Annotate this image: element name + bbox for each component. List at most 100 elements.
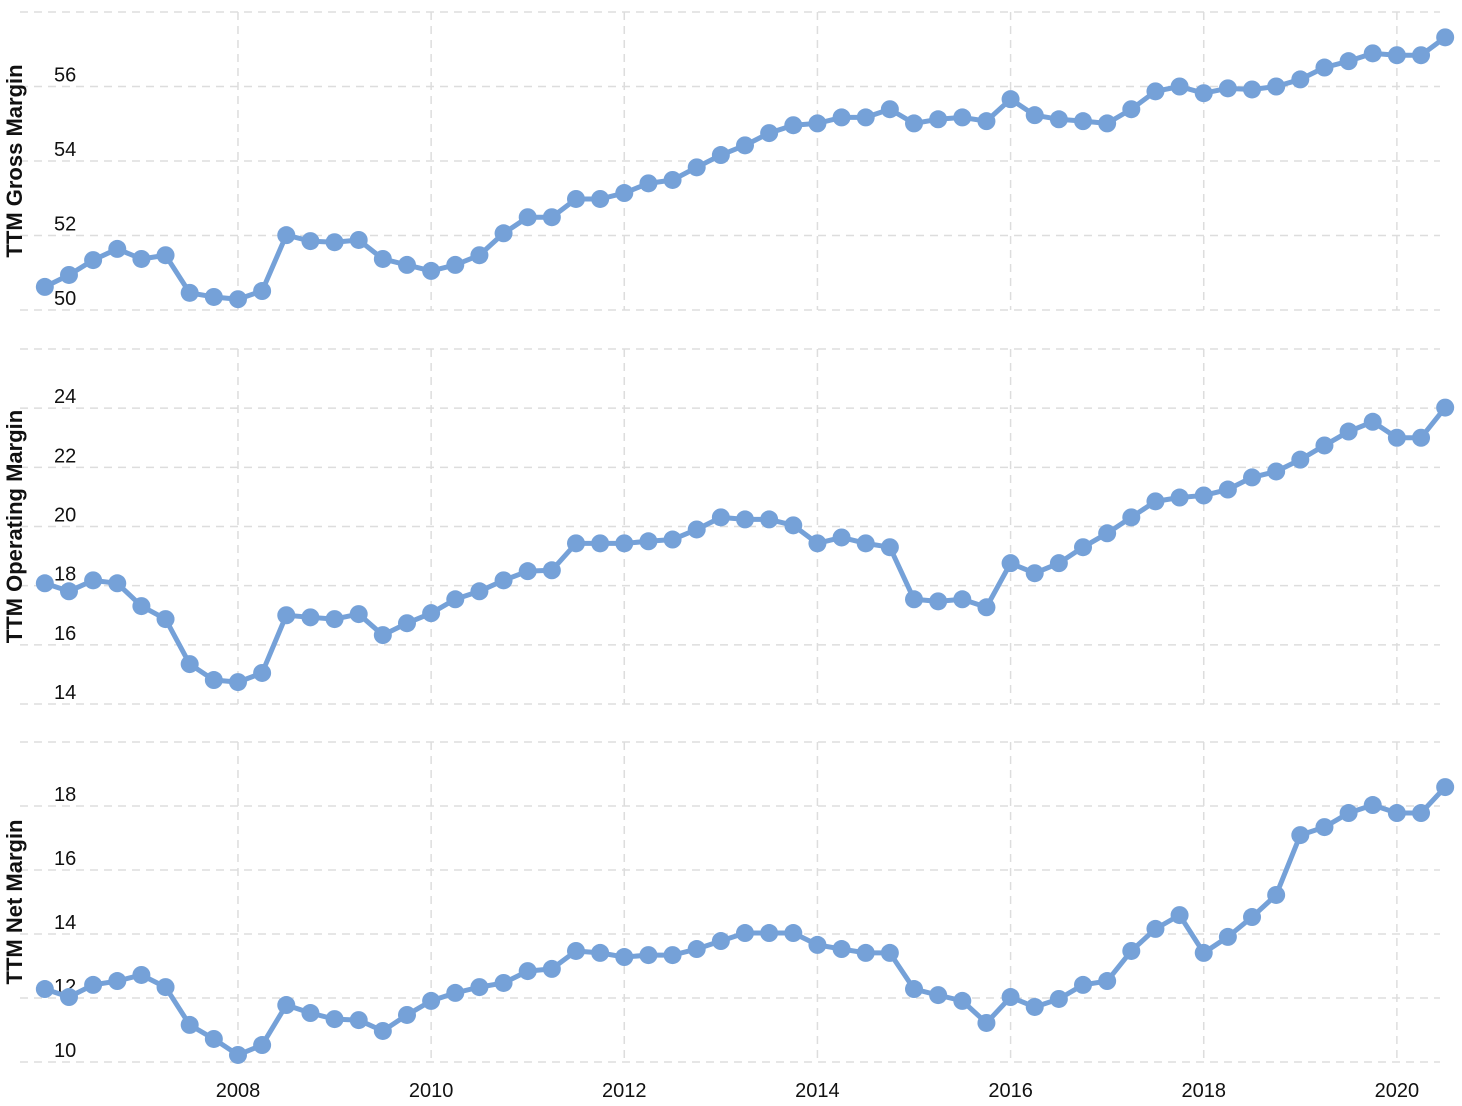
data-point: [1267, 77, 1286, 96]
data-point: [832, 108, 851, 127]
data-point: [132, 249, 151, 268]
data-point: [180, 1015, 199, 1034]
data-point: [446, 983, 465, 1002]
data-point: [1315, 818, 1334, 837]
data-point: [1218, 927, 1237, 946]
data-point: [1387, 46, 1406, 65]
data-point: [856, 534, 875, 553]
data-point: [301, 608, 320, 627]
data-point: [615, 184, 634, 203]
data-point: [1315, 58, 1334, 77]
data-point: [228, 673, 247, 692]
data-point: [615, 948, 634, 967]
data-point: [373, 626, 392, 645]
data-point: [663, 170, 682, 189]
data-point: [663, 530, 682, 549]
data-point: [711, 508, 730, 527]
y-tick-label: 16: [54, 848, 76, 870]
data-point: [591, 943, 610, 962]
data-point: [1267, 885, 1286, 904]
data-point: [687, 940, 706, 959]
data-point: [711, 932, 730, 951]
data-point: [1170, 906, 1189, 925]
data-point: [397, 255, 416, 274]
data-point: [905, 980, 924, 999]
y-tick-label: 54: [54, 139, 76, 161]
data-point: [1074, 538, 1093, 557]
data-point: [566, 941, 585, 960]
data-point: [518, 562, 537, 581]
data-point: [832, 528, 851, 547]
series-line: [43, 35, 1447, 302]
data-point: [1436, 778, 1455, 797]
data-point: [953, 108, 972, 127]
data-point: [35, 980, 54, 999]
data-point: [494, 224, 513, 243]
data-point: [760, 124, 779, 143]
data-point: [518, 208, 537, 227]
data-point: [204, 671, 223, 690]
data-point: [905, 590, 924, 609]
data-point: [84, 571, 103, 590]
data-point: [301, 232, 320, 251]
data-point: [84, 251, 103, 270]
data-point: [325, 1010, 344, 1029]
y-tick-label: 18: [54, 784, 76, 806]
data-point: [518, 962, 537, 981]
data-point: [880, 538, 899, 557]
x-tick-label: 2012: [602, 1080, 647, 1102]
series-line: [44, 406, 1448, 685]
data-point: [349, 230, 368, 249]
data-point: [228, 1045, 247, 1064]
data-point: [542, 208, 561, 227]
data-point: [277, 996, 296, 1015]
data-point: [253, 1036, 272, 1055]
data-point: [1412, 804, 1431, 823]
data-point: [253, 663, 272, 682]
y-axis-label: TTM Net Margin: [2, 820, 27, 985]
data-point: [832, 940, 851, 959]
x-tick-label: 2010: [409, 1080, 454, 1102]
data-point: [880, 943, 899, 962]
data-point: [784, 516, 803, 535]
y-tick-label: 56: [54, 65, 76, 87]
y-tick-label: 24: [54, 386, 76, 408]
data-point: [108, 574, 127, 593]
data-point: [422, 261, 441, 280]
data-point: [905, 114, 924, 133]
data-point: [1291, 826, 1310, 845]
data-point: [277, 226, 296, 245]
data-point: [1098, 972, 1117, 991]
data-point: [880, 100, 899, 119]
data-point: [1025, 106, 1044, 125]
data-point: [228, 290, 247, 309]
y-tick-label: 52: [54, 214, 76, 236]
data-point: [1218, 480, 1237, 499]
data-point: [1243, 80, 1262, 99]
data-point: [132, 965, 151, 984]
data-point: [1339, 804, 1358, 823]
data-point: [1001, 90, 1020, 109]
data-point: [59, 265, 78, 284]
data-point: [156, 978, 175, 997]
data-point: [253, 282, 272, 301]
data-point: [1025, 564, 1044, 583]
data-point: [566, 189, 585, 208]
data-point: [1436, 398, 1455, 417]
data-point: [784, 924, 803, 943]
data-point: [856, 108, 875, 127]
y-tick-label: 14: [54, 682, 76, 704]
data-point: [615, 534, 634, 553]
data-point: [760, 510, 779, 529]
data-point: [35, 277, 54, 296]
data-point: [422, 604, 441, 623]
data-point: [808, 534, 827, 553]
data-point: [301, 1004, 320, 1023]
data-point: [711, 146, 730, 165]
y-tick-label: 18: [54, 564, 76, 586]
data-point: [470, 582, 489, 601]
data-point: [108, 972, 127, 991]
data-point: [977, 112, 996, 131]
data-point: [180, 283, 199, 302]
data-point: [1194, 486, 1213, 505]
